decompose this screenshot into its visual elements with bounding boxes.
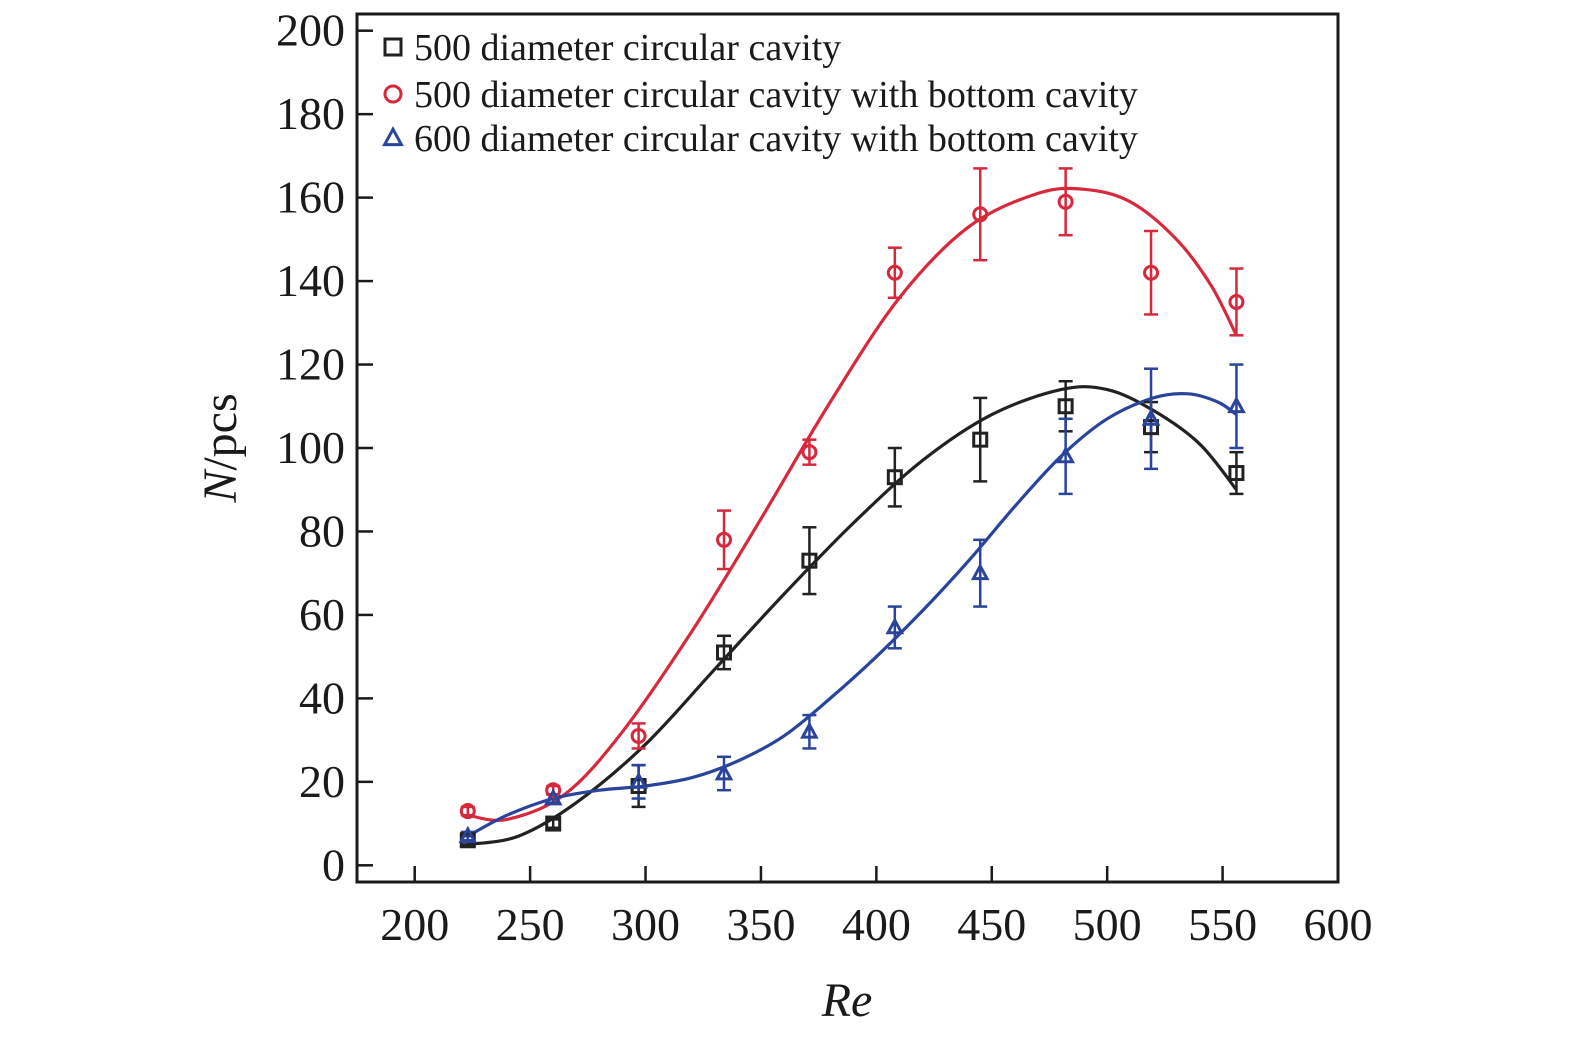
x-tick-label: 250: [496, 899, 565, 950]
error-bar: [546, 818, 561, 829]
data-point-triangle: [629, 771, 648, 789]
data-point-triangle: [1056, 446, 1076, 464]
y-axis: 0 20 40 60 80 100 120 140 160 180 200: [276, 5, 373, 890]
error-bar: [1144, 367, 1159, 471]
y-tick-label: 180: [276, 88, 345, 139]
error-bar: [973, 538, 988, 608]
legend-label: 500 diameter circular cavity with bottom…: [414, 74, 1138, 116]
fit-curves: [467, 186, 1238, 846]
y-tick-label: 120: [276, 339, 345, 390]
fit-curve-blue: [467, 391, 1238, 838]
x-tick-label: 350: [726, 899, 795, 950]
data-point-square: [1143, 419, 1160, 436]
y-axis-title-symbol: N: [194, 468, 247, 504]
y-tick-label: 100: [276, 422, 345, 473]
legend-marker-triangle: [382, 126, 404, 147]
y-tick-label: 60: [299, 589, 345, 640]
y-tick-label: 0: [322, 839, 345, 890]
error-bar: [1229, 363, 1244, 450]
x-axis-title: Re: [821, 974, 873, 1027]
error-bar: [973, 167, 988, 262]
y-axis-title: N/pcs: [194, 393, 247, 503]
y-tick-label: 80: [299, 505, 345, 556]
data-point-triangle: [1141, 408, 1161, 426]
x-tick-label: 400: [842, 899, 911, 950]
x-tick-label: 600: [1304, 899, 1373, 950]
data-point-square: [801, 552, 818, 569]
error-bar: [1229, 450, 1244, 496]
data-point-square: [716, 644, 733, 661]
error-bar: [973, 396, 988, 483]
error-bar: [887, 246, 902, 300]
legend: 500 diameter circular cavity 500 diameter…: [382, 27, 1138, 160]
data-point-circle: [716, 531, 733, 548]
y-tick-label: 200: [276, 5, 345, 56]
error-bar: [1058, 167, 1073, 237]
x-tick-label: 450: [957, 899, 1026, 950]
error-bar: [717, 509, 732, 571]
y-tick-label: 20: [299, 756, 345, 807]
error-bar: [887, 605, 902, 650]
legend-marker-circle: [383, 84, 403, 104]
data-point-circle: [1057, 193, 1074, 210]
data-point-triangle: [800, 721, 819, 739]
data-point-triangle: [543, 788, 563, 806]
data-point-triangle: [1227, 395, 1246, 414]
data-point-square: [1228, 465, 1245, 482]
y-tick-label: 160: [276, 172, 345, 223]
x-axis: 200 250 300 350 400 450 500 550 600: [380, 866, 1373, 950]
error-bar: [631, 722, 646, 750]
x-tick-label: 300: [611, 899, 680, 950]
x-tick-label: 550: [1188, 899, 1257, 950]
data-point-circle: [886, 264, 903, 281]
x-tick-label: 200: [380, 899, 449, 950]
fit-curve-black: [467, 385, 1238, 846]
data-point-square: [972, 431, 989, 448]
legend-label: 500 diameter circular cavity: [414, 27, 841, 69]
legend-label: 600 diameter circular cavity with bottom…: [414, 118, 1138, 160]
data-point-circle: [545, 782, 562, 799]
data-point-triangle: [885, 617, 905, 635]
data-point-circle: [459, 803, 476, 820]
error-bar: [802, 438, 817, 466]
data-point-triangle: [714, 763, 734, 781]
data-point-triangle: [458, 825, 478, 843]
data-point-circle: [801, 444, 818, 461]
error-bar: [802, 713, 817, 750]
x-tick-label: 500: [1073, 899, 1142, 950]
error-bar: [717, 755, 732, 792]
error-bar: [887, 446, 902, 508]
y-tick-label: 140: [276, 255, 345, 306]
data-point-square: [545, 815, 562, 832]
data-point-circle: [630, 727, 647, 744]
error-bar: [1144, 229, 1159, 316]
data-point-square: [1057, 398, 1074, 415]
error-bars: [460, 167, 1244, 846]
data-point-triangle: [970, 562, 990, 581]
data-points: [458, 193, 1246, 849]
fit-curve-red: [467, 186, 1238, 822]
error-bar: [1058, 417, 1073, 496]
error-bar: [802, 526, 817, 596]
data-point-circle: [1143, 264, 1160, 281]
y-axis-title-unit: /pcs: [194, 393, 247, 470]
y-tick-label: 40: [299, 672, 345, 723]
error-bar: [717, 634, 732, 671]
legend-marker-square: [383, 37, 403, 57]
data-point-circle: [972, 206, 989, 223]
data-point-circle: [1228, 293, 1245, 310]
error-bar: [1229, 267, 1244, 337]
data-point-square: [886, 469, 903, 486]
